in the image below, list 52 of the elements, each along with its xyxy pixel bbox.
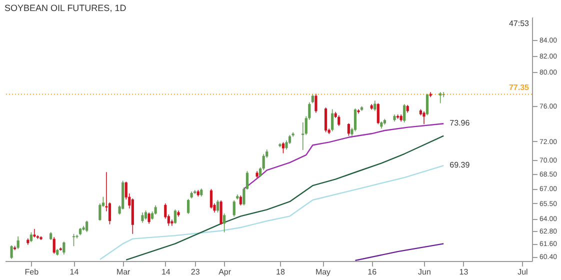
candlestick: [232, 200, 236, 217]
line-series: [243, 123, 444, 190]
candlestick: [86, 220, 88, 232]
candlestick: [76, 234, 78, 239]
x-tick-label: Feb: [24, 268, 40, 276]
candlestick: [30, 232, 32, 243]
candlestick: [10, 244, 13, 260]
candlestick: [174, 209, 177, 224]
x-tick-label: 16: [368, 268, 378, 276]
chart-title: SOYBEAN OIL FUTURES, 1D: [4, 3, 127, 13]
candlestick: [187, 198, 190, 214]
ref-line-label: 77.35: [508, 83, 530, 92]
x-tick-label: Jul: [518, 268, 528, 276]
candlestick: [52, 236, 56, 254]
annotation: 69.39: [450, 160, 470, 170]
candlestick: [223, 213, 226, 233]
candlestick: [314, 93, 318, 114]
x-tick-label: Jun: [418, 268, 431, 276]
x-tick-label: 23: [190, 268, 200, 276]
annotation: 47:53: [508, 19, 530, 28]
candlestick: [33, 228, 36, 238]
candlestick: [210, 188, 213, 209]
x-tick-label: 14: [70, 268, 80, 276]
candlestick: [220, 200, 222, 226]
x-tick-label: 13: [459, 268, 469, 276]
line-series: [126, 135, 444, 261]
candlestick: [98, 203, 102, 222]
candlestick: [324, 107, 328, 133]
candlestick: [170, 219, 174, 226]
candlestick: [311, 93, 314, 104]
candlestick: [62, 241, 66, 256]
x-tick-label: 14: [161, 268, 171, 276]
candlestick: [331, 108, 334, 132]
candlestick: [216, 200, 220, 213]
candlestick: [338, 114, 340, 126]
candlestick: [239, 195, 242, 206]
candlestick: [282, 142, 285, 154]
x-tick-label: 18: [276, 268, 286, 276]
candlestick: [347, 122, 350, 136]
candlestick: [164, 203, 167, 220]
candlestick: [354, 108, 357, 132]
candlestick: [374, 100, 376, 112]
candlestick: [422, 111, 426, 125]
x-tick-label: Apr: [218, 268, 232, 276]
candlestick: [426, 93, 429, 116]
candlestick: [16, 236, 20, 250]
x-tick-label: Mar: [116, 268, 131, 276]
x-tick-label: May: [315, 268, 331, 276]
candlestick: [403, 104, 406, 123]
annotation: 73.96: [450, 118, 470, 128]
candlestick: [376, 102, 380, 125]
candlestick: [72, 233, 76, 247]
